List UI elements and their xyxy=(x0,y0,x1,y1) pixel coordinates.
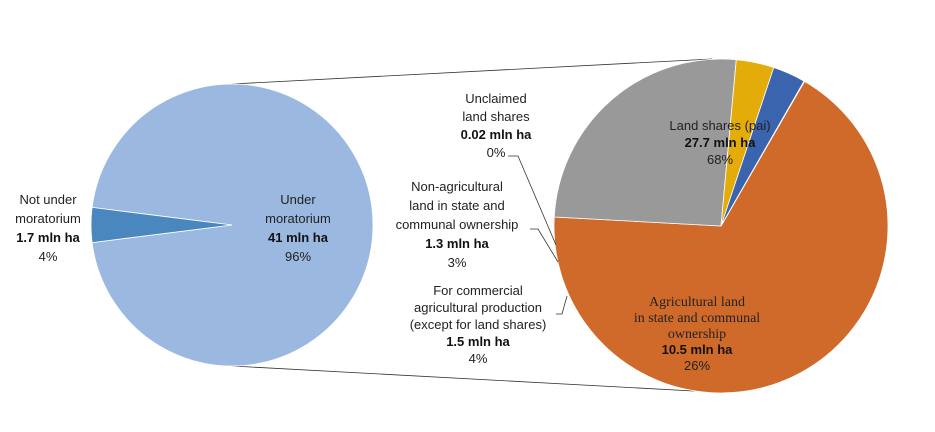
slice-label: land in state and xyxy=(409,198,504,213)
pie-slice xyxy=(553,80,889,394)
slice-value-label: 1.3 mln ha xyxy=(425,236,489,251)
pie-slice xyxy=(90,206,233,244)
slice-label: For commercial xyxy=(433,283,523,298)
slice-label: (except for land shares) xyxy=(410,317,547,332)
slice-percent-label: 96% xyxy=(285,249,311,264)
slice-percent-label: 68% xyxy=(707,152,733,167)
slice-value-label: 1.7 mln ha xyxy=(16,230,80,245)
connector-line xyxy=(231,365,713,393)
slice-percent-label: 26% xyxy=(684,358,710,373)
leader-line xyxy=(530,228,559,263)
leader-line xyxy=(556,295,568,315)
slice-percent-label: 3% xyxy=(448,255,467,270)
slice-label: Agricultural land xyxy=(649,295,745,310)
breakdown-pie xyxy=(553,58,889,394)
slice-percent-label: 4% xyxy=(39,249,58,264)
slice-value-label: 1.5 mln ha xyxy=(446,334,510,349)
pie-slice xyxy=(553,58,737,227)
slice-label: in state and communal xyxy=(634,311,760,326)
slice-label: communal ownership xyxy=(396,217,519,232)
slice-value-label: 41 mln ha xyxy=(268,230,329,245)
slice-value-label: 27.7 mln ha xyxy=(685,135,757,150)
pie-slice xyxy=(720,80,806,227)
connector-lines xyxy=(231,58,713,393)
slice-label: Non-agricultural xyxy=(411,179,503,194)
slice-label: agricultural production xyxy=(414,300,542,315)
slice-label: land shares xyxy=(462,109,530,124)
slice-percent-label: 0% xyxy=(487,145,506,160)
data-labels: Under moratorium 41 mln ha 96% Not under mora… xyxy=(15,91,770,373)
slice-value-label: 10.5 mln ha xyxy=(662,342,734,357)
slice-label: moratorium xyxy=(15,211,81,226)
slice-percent-label: 4% xyxy=(469,351,488,366)
leader-line xyxy=(508,155,557,246)
pie-slice xyxy=(91,83,374,367)
slice-value-label: 0.02 mln ha xyxy=(461,127,533,142)
main-pie xyxy=(90,83,374,367)
slice-label: ownership xyxy=(668,327,726,342)
slice-label: Unclaimed xyxy=(465,91,526,106)
connector-line xyxy=(231,58,713,85)
slice-label: Not under xyxy=(19,192,77,207)
slice-label: moratorium xyxy=(265,211,331,226)
slice-label: Land shares (pai) xyxy=(669,118,770,133)
leader-lines xyxy=(508,155,568,315)
slice-label: Under xyxy=(280,192,316,207)
